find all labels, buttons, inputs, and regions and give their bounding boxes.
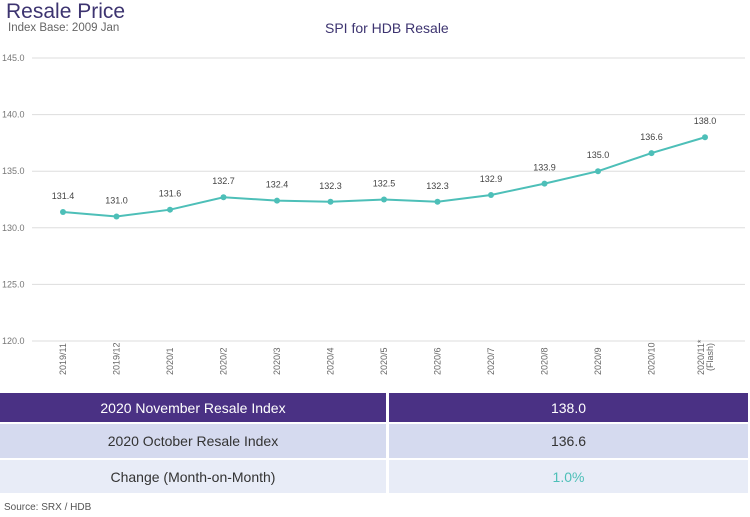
data-label: 132.3 xyxy=(426,181,449,191)
y-tick-label: 145.0 xyxy=(2,53,25,63)
x-tick-label: 2020/2 xyxy=(219,347,229,375)
data-point xyxy=(327,198,334,205)
series-line xyxy=(62,136,706,218)
row-value: 138.0 xyxy=(389,393,748,422)
y-tick-label: 135.0 xyxy=(2,166,25,176)
data-label: 132.9 xyxy=(480,174,503,184)
data-label: 132.4 xyxy=(266,180,289,190)
row-label: 2020 October Resale Index xyxy=(0,424,386,458)
x-tick-label: 2020/4 xyxy=(326,347,336,375)
x-tick-label: 2020/3 xyxy=(272,347,282,375)
index-base-subtitle: Index Base: 2009 Jan xyxy=(8,22,120,34)
data-label: 136.6 xyxy=(640,132,663,142)
data-label: 132.3 xyxy=(319,181,342,191)
x-tick-label: 2020/6 xyxy=(433,347,443,375)
line-chart: 120.0 125.0 130.0 135.0 140.0 145.0 131.4 131.0… xyxy=(2,53,745,375)
data-label: 132.7 xyxy=(212,176,235,186)
data-point xyxy=(113,213,120,220)
data-point xyxy=(488,191,494,198)
y-tick-label: 140.0 xyxy=(2,110,25,120)
data-label: 133.9 xyxy=(533,163,556,173)
y-tick-label: 120.0 xyxy=(2,336,25,346)
data-point xyxy=(648,150,655,157)
data-point xyxy=(702,134,708,141)
data-label: 131.4 xyxy=(52,191,75,201)
data-point xyxy=(595,168,601,175)
row-value: 136.6 xyxy=(389,424,748,458)
row-value: 1.0% xyxy=(389,460,748,493)
x-tick-label: 2020/9 xyxy=(593,347,603,375)
data-label: 138.0 xyxy=(694,116,717,126)
data-point xyxy=(274,197,280,204)
x-tick-label: 2020/7 xyxy=(486,347,496,375)
x-tick-label: 2020/11*(Flash) xyxy=(696,339,715,375)
table-row: Change (Month-on-Month) 1.0% xyxy=(0,460,748,493)
x-tick-label: 2020/10 xyxy=(647,342,657,375)
y-tick-label: 130.0 xyxy=(2,223,25,233)
y-tick-label: 125.0 xyxy=(2,279,25,289)
data-label: 131.0 xyxy=(105,195,128,205)
data-label: 135.0 xyxy=(587,150,610,160)
x-tick-label: 2019/11 xyxy=(58,343,68,375)
x-tick-label: 2020/8 xyxy=(540,347,550,375)
x-tick-label: 2020/5 xyxy=(379,347,389,375)
data-point xyxy=(381,196,387,203)
data-label: 132.5 xyxy=(373,179,396,189)
page-title: Resale Price xyxy=(6,0,126,23)
x-tick-label: 2019/12 xyxy=(112,342,122,375)
data-point xyxy=(541,180,548,187)
summary-table: 2020 November Resale Index 138.0 2020 Oc… xyxy=(0,393,748,495)
row-label: Change (Month-on-Month) xyxy=(0,460,386,493)
source-note: Source: SRX / HDB xyxy=(4,502,92,513)
x-tick-label: 2020/1 xyxy=(165,347,175,375)
data-point xyxy=(434,198,441,205)
table-row: 2020 November Resale Index 138.0 xyxy=(0,393,748,422)
data-label: 131.6 xyxy=(159,189,182,199)
data-point xyxy=(167,206,173,213)
row-label: 2020 November Resale Index xyxy=(0,393,386,422)
data-point xyxy=(60,208,66,215)
table-row: 2020 October Resale Index 136.6 xyxy=(0,424,748,458)
chart-title: SPI for HDB Resale xyxy=(325,20,449,36)
data-point xyxy=(220,194,227,201)
